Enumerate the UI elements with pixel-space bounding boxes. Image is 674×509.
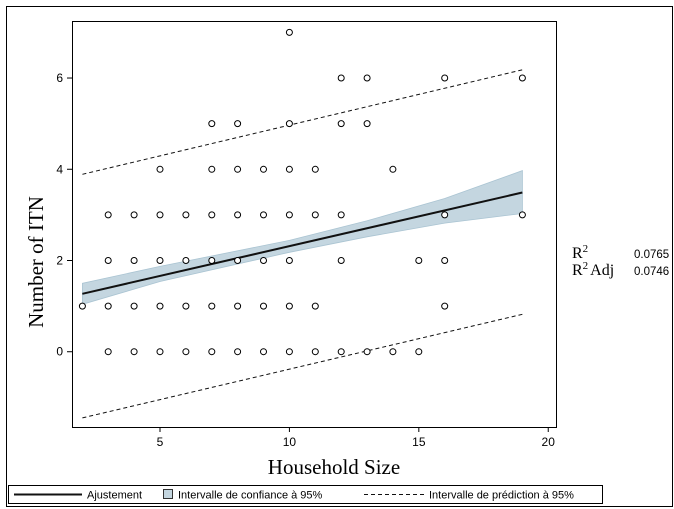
- svg-text:R2: R2: [572, 243, 588, 262]
- scatter-point: [363, 74, 371, 82]
- scatter-point: [260, 257, 267, 264]
- y-tick-label: 0: [56, 345, 63, 359]
- scatter-point: [363, 120, 371, 128]
- scatter-point: [130, 211, 138, 219]
- scatter-point: [363, 348, 371, 356]
- scatter-point: [104, 348, 112, 356]
- x-tick-label: 5: [157, 435, 164, 449]
- graph-region: [6, 6, 673, 507]
- scatter-point: [260, 211, 267, 219]
- scatter-point: [285, 165, 293, 173]
- scatter-point: [337, 348, 345, 356]
- scatter-point: [156, 302, 164, 310]
- scatter-point: [441, 302, 449, 310]
- scatter-point: [156, 348, 164, 356]
- scatter-point: [104, 211, 112, 219]
- r2-value: 0.0765: [634, 249, 669, 261]
- prediction-interval-lower: [82, 313, 523, 419]
- scatter-point: [156, 165, 164, 173]
- plot-border: [72, 21, 557, 428]
- scatter-point: [285, 348, 293, 356]
- legend-fit-label: Ajustement: [87, 490, 142, 502]
- scatter-point: [208, 257, 216, 264]
- scatter-point: [208, 165, 216, 173]
- y-axis-ticks: 0 2 4 6: [56, 71, 72, 359]
- x-tick-label: 10: [283, 435, 297, 449]
- scatter-point: [260, 165, 267, 173]
- x-axis-ticks: 5 10 15 20: [157, 427, 556, 449]
- r2adj-r-label: R: [572, 262, 583, 279]
- scatter-point: [130, 348, 138, 356]
- scatter-point: [234, 211, 242, 219]
- y-tick-label: 2: [56, 253, 63, 267]
- r2adj-label: Adj: [590, 262, 614, 279]
- scatter-point: [208, 120, 216, 128]
- scatter-point: [234, 120, 242, 128]
- scatter-point: [208, 348, 216, 356]
- scatter-point: [234, 257, 242, 264]
- r2-annotation: R2 0.0765 R2 Adj 0.0746: [572, 243, 669, 279]
- fit-line: [82, 191, 523, 295]
- y-axis-label: Number of ITN: [24, 196, 48, 328]
- scatter-point: [441, 74, 449, 82]
- scatter-points: [78, 28, 526, 356]
- scatter-point: [518, 211, 526, 219]
- scatter-point: [156, 211, 164, 219]
- scatter-point: [389, 165, 397, 173]
- legend-pi-label: Intervalle de prédiction à 95%: [429, 490, 574, 502]
- scatter-point: [104, 302, 112, 310]
- scatter-point: [337, 211, 345, 219]
- prediction-interval-upper: [82, 69, 523, 175]
- scatter-point: [285, 302, 293, 310]
- r2adj-value: 0.0746: [634, 266, 669, 278]
- scatter-point: [441, 211, 449, 219]
- scatter-point: [337, 74, 345, 82]
- scatter-point: [130, 257, 138, 264]
- scatter-point: [208, 211, 216, 219]
- scatter-point: [285, 120, 293, 128]
- scatter-point: [311, 302, 319, 310]
- scatter-point: [389, 348, 397, 356]
- scatter-point: [285, 257, 293, 264]
- legend-box: [8, 485, 603, 504]
- y-tick-label: 4: [56, 162, 63, 176]
- scatter-point: [130, 302, 138, 310]
- scatter-point: [260, 348, 267, 356]
- x-tick-label: 15: [412, 435, 426, 449]
- scatter-point: [415, 348, 423, 356]
- scatter-point: [415, 257, 423, 264]
- scatter-point: [104, 257, 112, 264]
- scatter-point: [182, 348, 190, 356]
- x-axis-label: Household Size: [268, 455, 400, 479]
- scatter-point: [285, 28, 293, 36]
- scatter-point: [234, 165, 242, 173]
- x-tick-label: 20: [542, 435, 556, 449]
- scatter-point: [311, 211, 319, 219]
- r2adj-superscript: 2: [583, 260, 589, 272]
- legend-ci-swatch: [163, 489, 173, 499]
- scatter-point: [182, 211, 190, 219]
- scatter-point: [311, 348, 319, 356]
- scatter-point: [182, 257, 190, 264]
- scatter-point: [518, 74, 526, 82]
- scatter-point: [156, 257, 164, 264]
- r2-superscript: 2: [583, 243, 589, 255]
- scatter-point: [311, 165, 319, 173]
- r2-label: R: [572, 245, 583, 262]
- legend-ci-label: Intervalle de confiance à 95%: [178, 490, 323, 502]
- scatter-point: [182, 302, 190, 310]
- scatter-point: [441, 257, 449, 264]
- scatter-point: [78, 302, 86, 310]
- scatter-point: [337, 120, 345, 128]
- scatter-point: [260, 302, 267, 310]
- scatter-point: [234, 302, 242, 310]
- legend: Ajustement Intervalle de confiance à 95%…: [8, 485, 603, 504]
- y-tick-label: 6: [56, 71, 63, 85]
- scatter-point: [234, 348, 242, 356]
- scatter-point: [285, 211, 293, 219]
- scatter-point: [337, 257, 345, 264]
- scatter-point: [208, 302, 216, 310]
